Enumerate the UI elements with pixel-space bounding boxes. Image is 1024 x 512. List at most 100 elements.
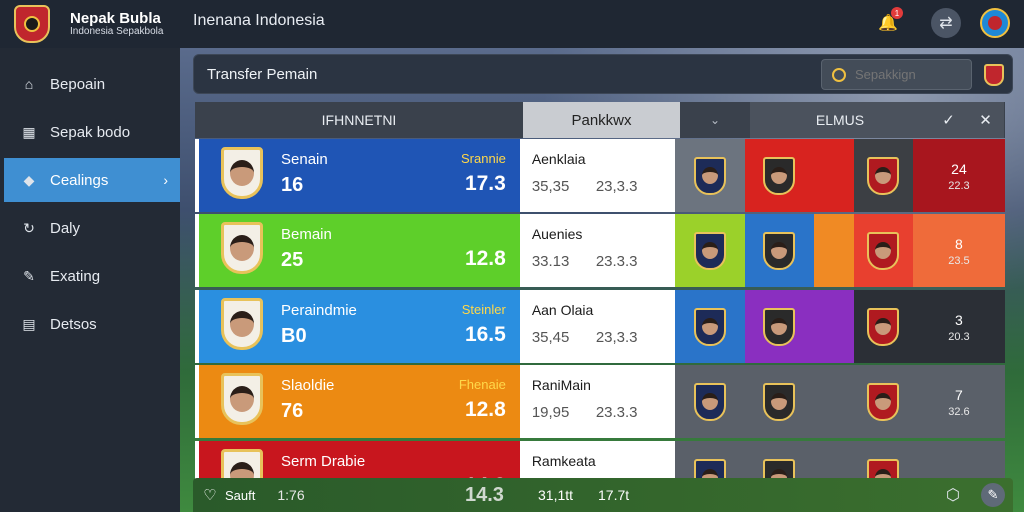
column-header-club[interactable]: Pankkwx bbox=[523, 102, 680, 138]
sidebar-item-label: Exating bbox=[50, 267, 101, 285]
player-name: Serm Drabie bbox=[281, 453, 366, 470]
player-cell[interactable]: Peraindmie B0 Steinler 16.5 bbox=[195, 290, 520, 363]
sidebar-item-cealings[interactable]: ◆ Cealings › bbox=[4, 158, 180, 202]
value-2: 23,3.3 bbox=[595, 178, 638, 195]
stat-primary: 7 bbox=[955, 387, 963, 403]
table-row[interactable]: Peraindmie B0 Steinler 16.5 Aan Olaia 35… bbox=[195, 290, 1005, 363]
club-crest-icon bbox=[693, 382, 726, 421]
column-header-elmus[interactable]: ELMUS bbox=[750, 102, 930, 138]
sidebar-item-exating[interactable]: ✎ Exating bbox=[4, 254, 180, 298]
player-cell[interactable]: Senain 16 Srannie 17.3 bbox=[195, 139, 520, 212]
sidebar-item-label: Cealings bbox=[50, 171, 109, 189]
player-number: 25 bbox=[281, 249, 304, 271]
club-cell[interactable]: Aan Olaia 35,45 23,3.3 bbox=[519, 290, 676, 363]
edit-icon[interactable]: ✎ bbox=[981, 483, 1005, 507]
check-icon[interactable]: ✓ bbox=[930, 102, 967, 138]
summary-number: 1:76 bbox=[277, 487, 305, 503]
crest-cell[interactable] bbox=[744, 214, 814, 287]
transfer-table: IFHNNETNI Pankkwx ⌄ ELMUS ✓ ✕ Senain 16 … bbox=[195, 102, 1005, 512]
crest-cell[interactable] bbox=[853, 214, 913, 287]
player-position: Fhenaie bbox=[458, 377, 506, 392]
sidebar-item-sepak-bodo[interactable]: ▦ Sepak bodo bbox=[4, 110, 180, 154]
value-1: 19,95 bbox=[531, 404, 570, 421]
top-bar: Nepak Bubla Indonesia Sepakbola Inenana … bbox=[0, 0, 1024, 48]
summary-name: Sauft bbox=[225, 487, 256, 503]
crest-cell[interactable] bbox=[675, 214, 745, 287]
search-input[interactable] bbox=[855, 67, 965, 82]
player-cell[interactable]: Bemain 25 12.8 bbox=[195, 214, 520, 287]
club-name: Ramkeata bbox=[531, 453, 596, 469]
shield-outline-icon[interactable]: ♡ bbox=[203, 487, 217, 504]
refresh-icon: ↻ bbox=[23, 219, 35, 236]
stat-secondary: 22.3 bbox=[948, 180, 970, 192]
stat-secondary: 23.5 bbox=[948, 255, 970, 267]
crest-cell[interactable] bbox=[853, 139, 913, 212]
sidebar: ⌂ Bepoain ▦ Sepak bodo ◆ Cealings › ↻ Da… bbox=[0, 48, 180, 512]
player-position: Steinler bbox=[461, 302, 506, 317]
club-crest-icon bbox=[693, 231, 726, 270]
avatar[interactable] bbox=[980, 8, 1010, 38]
club-cell[interactable]: Aenklaia 35,35 23,3.3 bbox=[519, 139, 676, 212]
tag-icon: ◆ bbox=[23, 171, 35, 188]
app-title: Inenana Indonesia bbox=[193, 12, 325, 29]
sidebar-item-label: Daly bbox=[50, 219, 81, 237]
club-name: Aan Olaia bbox=[531, 302, 594, 318]
color-cell bbox=[813, 365, 854, 438]
player-score: 17.3 bbox=[464, 172, 506, 195]
value-2: 23,3.3 bbox=[595, 329, 638, 346]
club-crest-icon[interactable] bbox=[984, 64, 1004, 86]
chevron-right-icon: › bbox=[163, 172, 168, 188]
crest-cell[interactable] bbox=[853, 290, 913, 363]
player-cell[interactable]: Slaoldie 76 Fhenaie 12.8 bbox=[195, 365, 520, 438]
value-2: 23.3.3 bbox=[595, 404, 638, 421]
crest-cell[interactable] bbox=[853, 365, 913, 438]
table-row[interactable]: Slaoldie 76 Fhenaie 12.8 RaniMain 19,95 … bbox=[195, 365, 1005, 438]
brand-name: Nepak Bubla bbox=[70, 9, 161, 27]
crest-cell[interactable] bbox=[675, 365, 745, 438]
player-photo bbox=[221, 298, 263, 350]
notification-icon[interactable]: 🔔 1 bbox=[873, 7, 903, 38]
club-crest-icon bbox=[763, 382, 796, 421]
stat-cell: 7 32.6 bbox=[912, 365, 1005, 438]
table-row[interactable]: Bemain 25 12.8 Auenies 33.13 23.3.3 8 23… bbox=[195, 214, 1005, 287]
crest-cell[interactable] bbox=[744, 290, 814, 363]
sidebar-item-label: Bepoain bbox=[50, 75, 106, 93]
club-crest-icon bbox=[867, 231, 900, 270]
club-logo[interactable] bbox=[14, 5, 50, 43]
summary-value-1: 31,1tt bbox=[538, 487, 574, 503]
table-row[interactable]: Senain 16 Srannie 17.3 Aenklaia 35,35 23… bbox=[195, 139, 1005, 212]
sidebar-item-bepoain[interactable]: ⌂ Bepoain bbox=[4, 62, 180, 106]
brand-subtitle: Indonesia Sepakbola bbox=[70, 25, 164, 37]
crest-cell[interactable] bbox=[744, 139, 814, 212]
chevron-down-icon[interactable]: ⌄ bbox=[709, 113, 721, 127]
hexagon-icon[interactable]: ⬡ bbox=[946, 487, 960, 504]
player-score: 16.5 bbox=[464, 323, 506, 346]
sidebar-item-label: Sepak bodo bbox=[50, 123, 131, 141]
club-name: Auenies bbox=[531, 226, 583, 242]
sidebar-item-daly[interactable]: ↻ Daly bbox=[4, 206, 180, 250]
table-header: IFHNNETNI Pankkwx ⌄ ELMUS ✓ ✕ bbox=[195, 102, 1005, 138]
summary-score: 14.3 bbox=[465, 483, 504, 506]
player-name: Bemain bbox=[281, 226, 332, 243]
crest-cell[interactable] bbox=[675, 139, 745, 212]
close-icon[interactable]: ✕ bbox=[967, 102, 1004, 138]
club-cell[interactable]: Auenies 33.13 23.3.3 bbox=[519, 214, 676, 287]
color-cell bbox=[813, 139, 854, 212]
value-1: 35,35 bbox=[531, 178, 570, 195]
column-header-player[interactable]: IFHNNETNI bbox=[321, 112, 397, 128]
club-name: RaniMain bbox=[531, 377, 591, 393]
club-crest-icon bbox=[763, 156, 796, 195]
transfer-header-panel: Transfer Pemain bbox=[193, 54, 1013, 94]
player-number: 16 bbox=[281, 174, 304, 196]
club-cell[interactable]: RaniMain 19,95 23.3.3 bbox=[519, 365, 676, 438]
sync-icon[interactable]: ⇄ bbox=[931, 8, 961, 38]
crest-cell[interactable] bbox=[744, 365, 814, 438]
stat-primary: 24 bbox=[951, 161, 967, 177]
crest-cell[interactable] bbox=[675, 290, 745, 363]
club-crest-icon bbox=[763, 307, 796, 346]
notification-badge: 1 bbox=[891, 7, 903, 19]
sidebar-item-detsos[interactable]: ▤ Detsos bbox=[4, 302, 180, 346]
search-box[interactable] bbox=[821, 59, 972, 90]
player-score: 12.8 bbox=[464, 247, 506, 270]
clipboard-icon: ▤ bbox=[22, 315, 36, 332]
